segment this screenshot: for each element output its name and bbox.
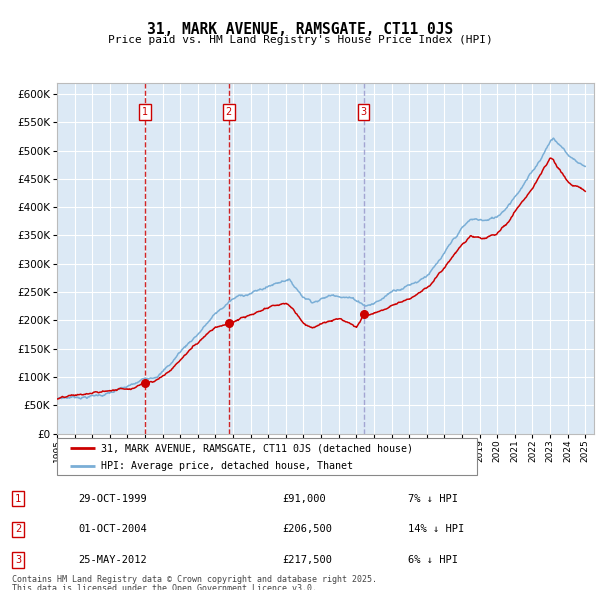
- Text: 7% ↓ HPI: 7% ↓ HPI: [408, 494, 458, 503]
- Text: 2: 2: [226, 107, 232, 117]
- Text: Contains HM Land Registry data © Crown copyright and database right 2025.: Contains HM Land Registry data © Crown c…: [12, 575, 377, 584]
- Text: £91,000: £91,000: [282, 494, 326, 503]
- FancyBboxPatch shape: [57, 438, 477, 475]
- Text: 25-MAY-2012: 25-MAY-2012: [78, 555, 147, 565]
- Text: 1: 1: [142, 107, 148, 117]
- Text: £206,500: £206,500: [282, 525, 332, 534]
- Text: HPI: Average price, detached house, Thanet: HPI: Average price, detached house, Than…: [101, 461, 353, 471]
- Text: 3: 3: [15, 555, 21, 565]
- Text: 31, MARK AVENUE, RAMSGATE, CT11 0JS (detached house): 31, MARK AVENUE, RAMSGATE, CT11 0JS (det…: [101, 443, 413, 453]
- Text: 2: 2: [15, 525, 21, 534]
- Text: 31, MARK AVENUE, RAMSGATE, CT11 0JS: 31, MARK AVENUE, RAMSGATE, CT11 0JS: [147, 22, 453, 37]
- Text: This data is licensed under the Open Government Licence v3.0.: This data is licensed under the Open Gov…: [12, 584, 317, 590]
- Text: 14% ↓ HPI: 14% ↓ HPI: [408, 525, 464, 534]
- Text: 3: 3: [361, 107, 367, 117]
- Text: 6% ↓ HPI: 6% ↓ HPI: [408, 555, 458, 565]
- Text: 29-OCT-1999: 29-OCT-1999: [78, 494, 147, 503]
- Text: 01-OCT-2004: 01-OCT-2004: [78, 525, 147, 534]
- Text: Price paid vs. HM Land Registry's House Price Index (HPI): Price paid vs. HM Land Registry's House …: [107, 35, 493, 45]
- Text: 1: 1: [15, 494, 21, 503]
- Text: £217,500: £217,500: [282, 555, 332, 565]
